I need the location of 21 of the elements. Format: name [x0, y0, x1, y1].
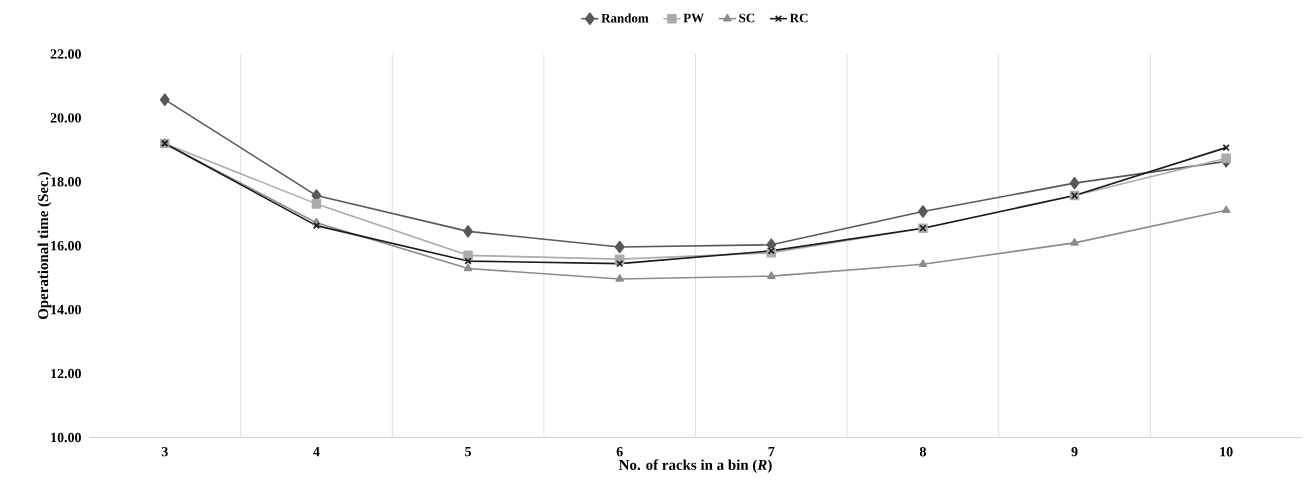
- y-tick-label: 20.00: [50, 113, 81, 123]
- y-tick-label: 14.00: [51, 304, 81, 315]
- legend-label: Random: [601, 13, 649, 23]
- x-tick-label: 4: [313, 446, 320, 457]
- y-tick-label: 16.00: [51, 241, 81, 251]
- x-tick-label: 9: [1071, 447, 1078, 457]
- legend-label: PW: [683, 13, 704, 23]
- y-axis-title: Operational time (Sec.): [37, 172, 52, 320]
- y-tick-label: 18.00: [51, 177, 81, 187]
- x-tick-label: 7: [768, 446, 775, 457]
- x-tick-label: 5: [465, 446, 472, 457]
- y-tick-label: 12.00: [51, 368, 81, 379]
- x-tick-label: 10: [1220, 446, 1233, 457]
- y-tick-label: 10.00: [51, 432, 81, 443]
- x-tick-label: 6: [616, 447, 623, 457]
- legend-label: RC: [789, 13, 808, 23]
- y-tick-label: 22.00: [50, 49, 81, 59]
- x-axis-title: No. of racks in a bin (R): [618, 459, 772, 473]
- x-tick-label: 8: [919, 446, 926, 457]
- legend-label: SC: [739, 13, 755, 23]
- x-tick-label: 3: [161, 447, 168, 457]
